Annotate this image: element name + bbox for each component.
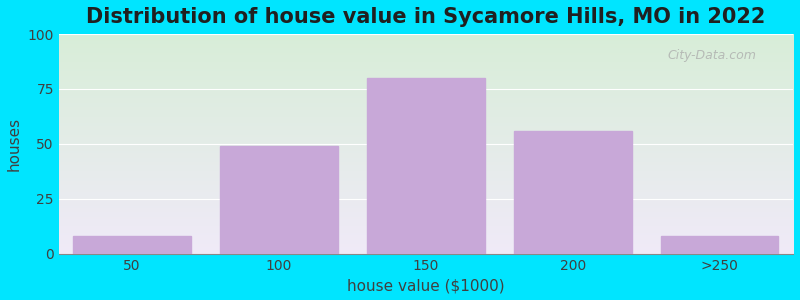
Bar: [514, 131, 631, 254]
X-axis label: house value ($1000): house value ($1000): [347, 278, 505, 293]
Bar: [220, 146, 338, 254]
Bar: [74, 236, 191, 254]
Title: Distribution of house value in Sycamore Hills, MO in 2022: Distribution of house value in Sycamore …: [86, 7, 766, 27]
Y-axis label: houses: houses: [7, 117, 22, 171]
Bar: [661, 236, 778, 254]
Text: City-Data.com: City-Data.com: [667, 50, 756, 62]
Bar: [367, 78, 485, 254]
